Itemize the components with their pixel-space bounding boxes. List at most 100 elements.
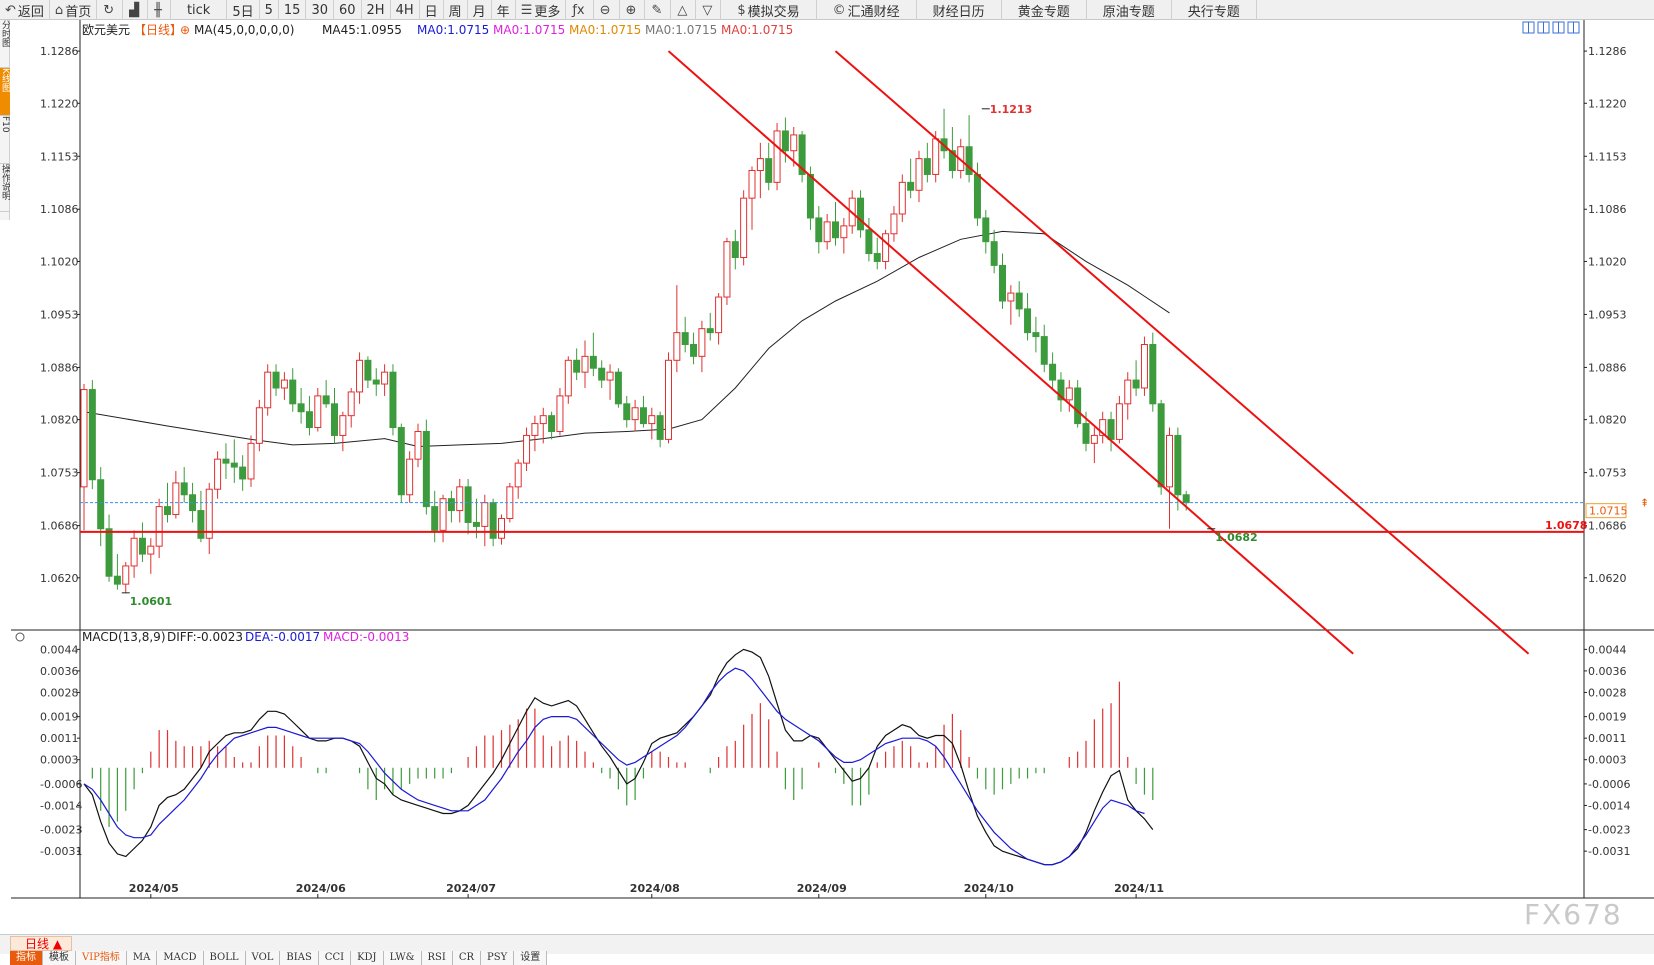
toolbar-button-15[interactable]: 月 bbox=[468, 0, 492, 20]
toolbar-label: 2H bbox=[366, 2, 385, 18]
x-label-1: 2024/06 bbox=[296, 882, 346, 895]
k-ylabel-right-1: 1.1220 bbox=[1588, 97, 1627, 110]
toolbar-bar-chart-button[interactable]: ▟ bbox=[123, 0, 149, 20]
toolbar-home-button[interactable]: ⌂ 首页 bbox=[50, 0, 98, 20]
candle-body-132 bbox=[1182, 494, 1190, 504]
left-tab-3[interactable]: 操作说明 bbox=[0, 164, 10, 212]
toolbar-zoom-in-button[interactable]: ⊕ bbox=[620, 0, 646, 20]
indicator-tab--14[interactable]: 设置 bbox=[514, 951, 548, 965]
toolbar-button-5[interactable]: tick bbox=[171, 0, 228, 20]
indicator-tab-boll-5[interactable]: BOLL bbox=[203, 951, 246, 965]
candle-body-52 bbox=[514, 462, 522, 488]
indicator-tab--1[interactable]: 模板 bbox=[43, 951, 76, 965]
candle-body-36 bbox=[381, 371, 389, 385]
triangle-down-icon: ▽ bbox=[702, 2, 713, 18]
period-selector-button[interactable]: 日线 ▲ bbox=[10, 936, 72, 951]
current-price-label: 1.0715 bbox=[1589, 505, 1628, 518]
toolbar-button-11[interactable]: 2H bbox=[362, 0, 391, 20]
candle-body-111 bbox=[1007, 292, 1015, 302]
candle-body-53 bbox=[523, 434, 531, 464]
toolbar-triangle-up-button[interactable]: △ bbox=[671, 0, 697, 20]
indicator-tab-kdj-9[interactable]: KDJ bbox=[351, 951, 384, 965]
macd-settings-icon[interactable] bbox=[15, 632, 25, 642]
channel-line-1 bbox=[834, 50, 1530, 655]
toolbar-copyright-button[interactable]: © 汇通财经 bbox=[817, 0, 917, 20]
toolbar-candlestick-button[interactable]: ╫ bbox=[148, 0, 171, 20]
k-ylabel-right-10: 1.0620 bbox=[1588, 572, 1627, 585]
candle-body-106 bbox=[965, 146, 973, 175]
toolbar-button-8[interactable]: 15 bbox=[279, 0, 307, 20]
toolbar-dollar-button[interactable]: $ 模拟交易 bbox=[721, 0, 817, 20]
candle-body-44 bbox=[447, 498, 455, 512]
diff-line bbox=[83, 648, 1154, 866]
indicator-tab-vip-2[interactable]: VIP指标 bbox=[76, 951, 127, 965]
candle-body-95 bbox=[873, 253, 881, 262]
indicator-tab-macd-4[interactable]: MACD bbox=[157, 951, 204, 965]
toolbar-zoom-out-button[interactable]: ⊖ bbox=[594, 0, 620, 20]
indicator-tab-cci-8[interactable]: CCI bbox=[318, 951, 352, 965]
toolbar-triangle-down-button[interactable]: ▽ bbox=[696, 0, 722, 20]
zoom-out-icon: ⊖ bbox=[599, 2, 611, 18]
symbol-name: 欧元美元 bbox=[82, 23, 130, 37]
indicator-tab-lw-10[interactable]: LW& bbox=[383, 951, 422, 965]
candle-body-114 bbox=[1032, 332, 1040, 338]
home-icon: ⌂ bbox=[54, 2, 64, 18]
left-tab-0[interactable]: 分时图 bbox=[0, 20, 10, 68]
k-ylabel-right-9: 1.0686 bbox=[1588, 520, 1627, 533]
candle-body-129 bbox=[1157, 403, 1165, 488]
candle-body-6 bbox=[130, 537, 138, 567]
toolbar-label: 15 bbox=[283, 2, 301, 18]
settings-circle-icon[interactable]: ⊕ bbox=[180, 23, 190, 37]
indicator-tab-bias-7[interactable]: BIAS bbox=[280, 951, 319, 965]
candle-body-96 bbox=[882, 233, 890, 262]
toolbar-button-26[interactable]: 财经日历 bbox=[917, 0, 1002, 20]
candle-body-78 bbox=[731, 241, 739, 258]
toolbar-button-29[interactable]: 央行专题 bbox=[1172, 0, 1257, 20]
toolbar-refresh-button[interactable]: ↻ bbox=[97, 0, 124, 20]
indicator-tab-cr-12[interactable]: CR bbox=[452, 951, 482, 965]
candle-body-70 bbox=[665, 359, 672, 440]
candle-body-39 bbox=[406, 458, 414, 496]
toolbar-label: 央行专题 bbox=[1187, 4, 1240, 20]
candle-body-77 bbox=[723, 241, 731, 298]
candle-body-54 bbox=[531, 423, 539, 436]
toolbar-button-7[interactable]: 5 bbox=[260, 0, 279, 20]
toolbar-button-9[interactable]: 30 bbox=[306, 0, 334, 20]
layout-full-icon[interactable] bbox=[1567, 21, 1580, 34]
toolbar-menu-button[interactable]: ☰ 更多 bbox=[516, 0, 567, 20]
left-tab-2[interactable]: F10 bbox=[0, 116, 10, 164]
indicator-tab-ma-3[interactable]: MA bbox=[126, 951, 158, 965]
k-ylabel-left-6: 1.0886 bbox=[40, 361, 79, 374]
candle-body-62 bbox=[598, 367, 606, 381]
indicator-tab-rsi-11[interactable]: RSI bbox=[421, 951, 453, 965]
toolbar-button-14[interactable]: 周 bbox=[444, 0, 468, 20]
candle-body-58 bbox=[564, 359, 572, 397]
toolbar-button-28[interactable]: 原油专题 bbox=[1087, 0, 1172, 20]
toolbar-button-10[interactable]: 60 bbox=[334, 0, 362, 20]
toolbar-draw-pen-button[interactable]: ✎ bbox=[645, 0, 672, 20]
indicator-tab-vol-6[interactable]: VOL bbox=[245, 951, 281, 965]
toolbar-button-27[interactable]: 黄金专题 bbox=[1002, 0, 1087, 20]
candle-body-50 bbox=[498, 517, 505, 539]
toolbar-button-13[interactable]: 日 bbox=[420, 0, 444, 20]
indicator-tab--0[interactable]: 指标 bbox=[10, 951, 43, 965]
indicator-tab-psy-13[interactable]: PSY bbox=[481, 951, 515, 965]
candle-body-8 bbox=[147, 545, 155, 555]
candle-body-26 bbox=[297, 403, 305, 413]
triangle-up-icon: △ bbox=[677, 2, 688, 18]
candle-body-72 bbox=[681, 332, 689, 345]
left-tab-1[interactable]: K线图 bbox=[0, 68, 10, 116]
annotation-label-1: 1.0601 bbox=[130, 595, 172, 608]
candle-body-123 bbox=[1107, 419, 1115, 440]
layout-grid-icon[interactable] bbox=[1522, 21, 1535, 34]
layout-tile-icon[interactable] bbox=[1552, 21, 1565, 34]
layout-split-icon[interactable] bbox=[1537, 21, 1550, 34]
toolbar-label: 首页 bbox=[65, 4, 92, 20]
toolbar-button-16[interactable]: 年 bbox=[492, 0, 516, 20]
toolbar-button-12[interactable]: 4H bbox=[391, 0, 420, 20]
price-marker-icon: ⇞ bbox=[1640, 497, 1649, 510]
toolbar-button-6[interactable]: 5日 bbox=[227, 0, 260, 20]
toolbar-function-button[interactable]: ƒx bbox=[566, 0, 594, 20]
toolbar-label: tick bbox=[186, 2, 211, 18]
toolbar-back-arrow-button[interactable]: ↶ 返回 bbox=[0, 0, 50, 20]
